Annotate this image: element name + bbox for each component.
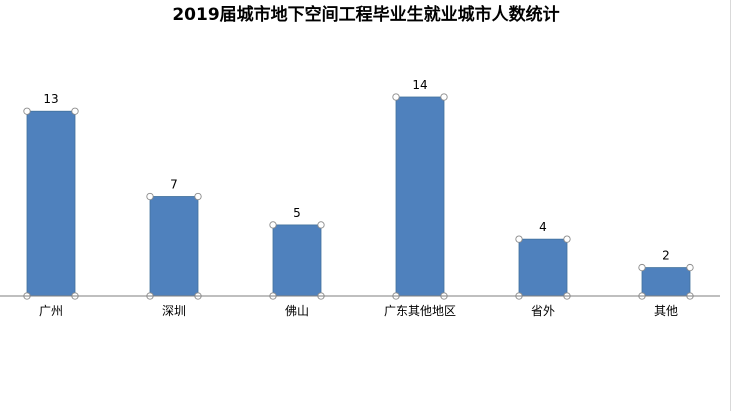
- bar-0-resize-handle-0[interactable]: [23, 107, 31, 115]
- category-label-4: 省外: [531, 304, 555, 318]
- bar-5[interactable]: [641, 267, 691, 297]
- chart-border-right: [730, 0, 731, 411]
- bar-1[interactable]: [149, 196, 199, 297]
- bar-2-resize-handle-1[interactable]: [317, 221, 325, 229]
- labels-layer: 13 广州 7 深圳 5 佛山 14 广东其他地区 4 省外 2 其他: [39, 78, 678, 318]
- bar-3-resize-handle-1[interactable]: [440, 93, 448, 101]
- bar-2[interactable]: [272, 224, 322, 297]
- data-label-4: 4: [539, 220, 547, 234]
- bar-2-resize-handle-0[interactable]: [269, 221, 277, 229]
- bars-layer: [23, 93, 694, 300]
- bar-1-resize-handle-0[interactable]: [146, 192, 154, 201]
- bar-0-resize-handle-1[interactable]: [71, 107, 79, 115]
- category-label-2: 佛山: [285, 304, 309, 318]
- bar-4-resize-handle-0[interactable]: [515, 235, 523, 243]
- category-label-3: 广东其他地区: [384, 304, 456, 318]
- bar-1-resize-handle-1[interactable]: [194, 192, 202, 201]
- bar-3-resize-handle-0[interactable]: [392, 93, 400, 101]
- bar-5-resize-handle-0[interactable]: [638, 263, 646, 272]
- data-label-2: 5: [293, 206, 301, 220]
- category-label-5: 其他: [654, 304, 678, 318]
- data-label-0: 13: [43, 92, 58, 106]
- data-label-5: 2: [662, 249, 670, 263]
- bar-4[interactable]: [518, 238, 568, 297]
- bar-3[interactable]: [395, 96, 445, 297]
- bar-4-resize-handle-1[interactable]: [563, 235, 571, 243]
- chart-title: 2019届城市地下空间工程毕业生就业城市人数统计: [172, 4, 559, 25]
- bar-0[interactable]: [26, 110, 76, 297]
- category-label-1: 深圳: [162, 304, 186, 318]
- bar-5-resize-handle-1[interactable]: [686, 263, 694, 272]
- category-label-0: 广州: [39, 304, 63, 318]
- data-label-3: 14: [412, 78, 427, 92]
- data-label-1: 7: [170, 178, 178, 192]
